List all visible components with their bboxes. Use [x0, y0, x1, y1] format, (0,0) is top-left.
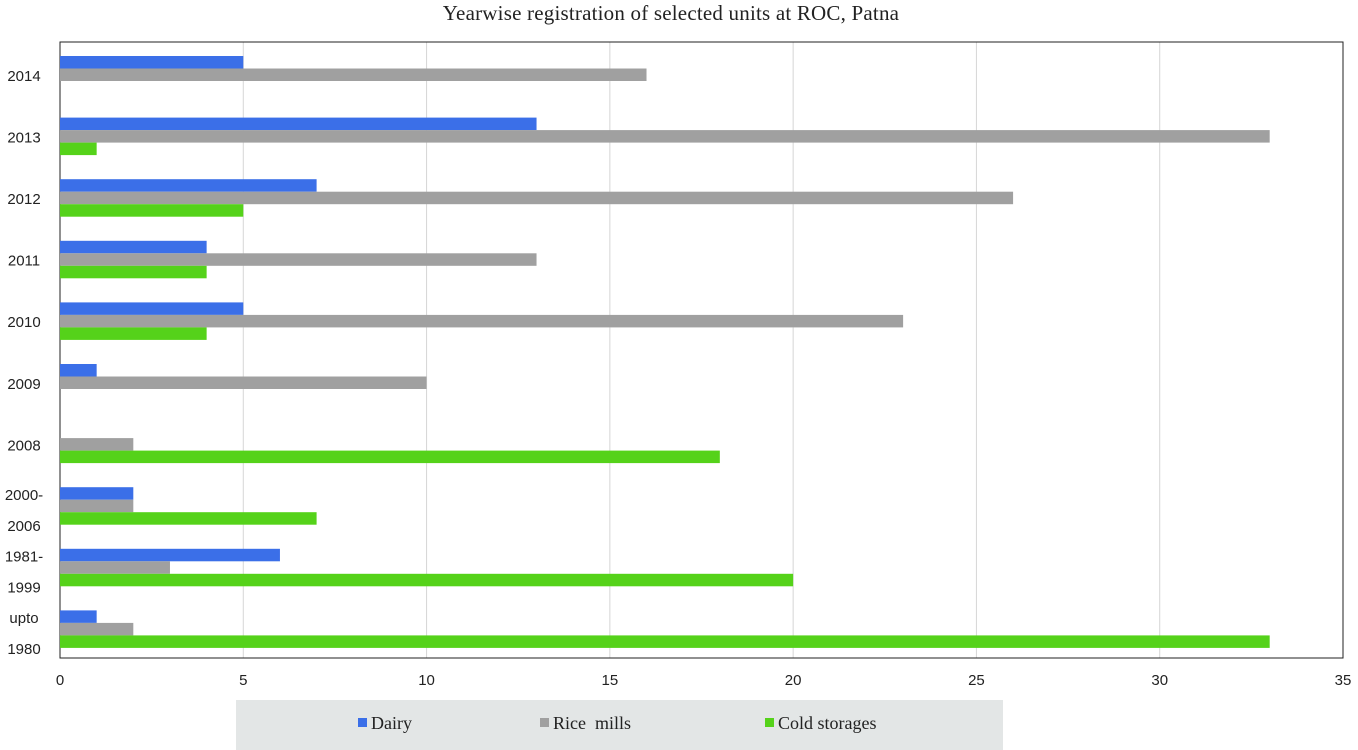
- y-tick-label: 2011: [8, 253, 40, 270]
- bar-rice-mills: [60, 130, 1270, 143]
- bar-dairy: [60, 117, 537, 131]
- x-tick-label: 30: [1151, 672, 1168, 689]
- bar-dairy: [60, 179, 317, 192]
- x-axis-labels: 0 5 10 15 20 25 30 35: [56, 672, 1352, 689]
- bar-dairy: [60, 610, 97, 623]
- legend-swatch-cold-storages: [765, 718, 774, 727]
- y-tick-label: 1980: [7, 641, 40, 658]
- bar-cold-storages: [60, 265, 207, 279]
- y-tick-label: upto: [9, 610, 38, 627]
- y-tick-label: 2014: [7, 68, 40, 85]
- bar-rice-mills: [60, 438, 134, 451]
- y-axis-labels: 2014 2013 2012 2011 2010 2009 2008 2000- 2006 198…: [5, 68, 43, 658]
- y-tick-label: 2010: [7, 314, 40, 331]
- bar-dairy: [60, 364, 97, 377]
- bar-rice-mills: [60, 499, 134, 513]
- x-tick-label: 5: [239, 672, 247, 689]
- x-tick-label: 25: [968, 672, 985, 689]
- legend-label: Dairy: [371, 713, 412, 733]
- x-tick-label: 10: [418, 672, 435, 689]
- bar-dairy: [60, 56, 244, 69]
- y-tick-label: 2012: [7, 191, 40, 208]
- bar-dairy: [60, 240, 207, 254]
- legend: Dairy Rice mills Cold storages: [236, 700, 1003, 750]
- y-tick-label: 2008: [7, 437, 40, 454]
- y-tick-label: 1999: [7, 580, 40, 597]
- bar-rice-mills: [60, 191, 1014, 205]
- bar-cold-storages: [60, 635, 1270, 648]
- bar-cold-storages: [60, 327, 207, 340]
- bar-rice-mills: [60, 376, 427, 389]
- x-tick-label: 20: [785, 672, 802, 689]
- legend-swatch-dairy: [358, 718, 367, 727]
- y-tick-label: 2000-: [5, 487, 43, 504]
- legend-label: Rice mills: [553, 713, 631, 733]
- y-tick-label: 2009: [7, 376, 40, 393]
- bar-cold-storages: [60, 142, 97, 156]
- chart-title: Yearwise registration of selected units …: [443, 1, 900, 25]
- bar-rice-mills: [60, 314, 904, 328]
- plot-area: [59, 41, 1344, 659]
- legend-label: Cold storages: [778, 713, 877, 733]
- y-tick-label: 2013: [7, 129, 40, 146]
- bar-cold-storages: [60, 450, 720, 464]
- bar-dairy: [60, 548, 280, 562]
- bar-rice-mills: [60, 622, 134, 636]
- bar-dairy: [60, 302, 244, 315]
- legend-swatch-rice-mills: [540, 718, 549, 727]
- bar-cold-storages: [60, 512, 317, 525]
- y-tick-label: 2006: [7, 518, 40, 535]
- bar-rice-mills: [60, 68, 647, 81]
- bar-rice-mills: [60, 561, 170, 574]
- x-tick-label: 15: [602, 672, 619, 689]
- bars: [60, 56, 1270, 648]
- bar-rice-mills: [60, 253, 537, 266]
- bar-dairy: [60, 487, 134, 500]
- bar-cold-storages: [60, 573, 794, 587]
- x-tick-label: 0: [56, 672, 64, 689]
- x-tick-label: 35: [1335, 672, 1352, 689]
- bar-cold-storages: [60, 204, 244, 217]
- y-tick-label: 1981-: [5, 549, 43, 566]
